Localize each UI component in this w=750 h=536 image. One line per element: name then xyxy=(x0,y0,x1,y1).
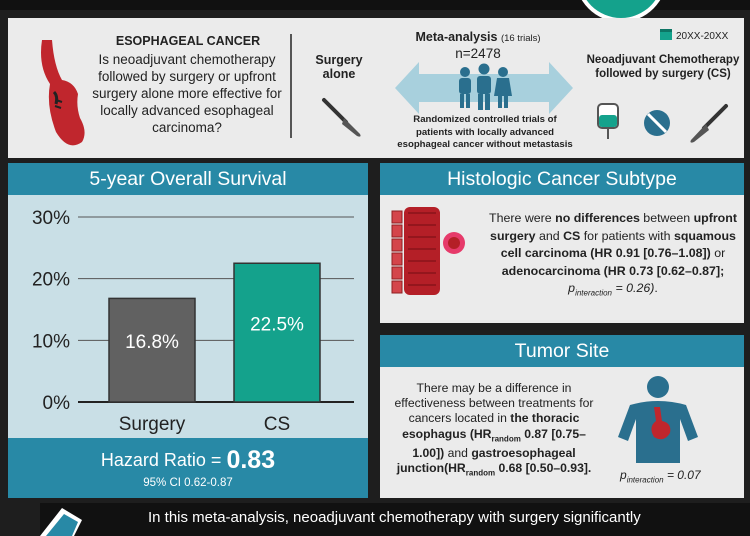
rct-description: Randomized controlled trials of patients… xyxy=(397,114,573,150)
x-tick-label: Surgery xyxy=(119,414,186,435)
stomach-icon xyxy=(41,40,85,146)
x-tick-label: CS xyxy=(264,414,290,435)
survival-bar-chart: 0% 10% 20% 30% 16.8% Surgery 22.5% CS xyxy=(32,208,354,435)
header-divider xyxy=(290,34,292,138)
iv-bag-icon xyxy=(597,103,619,139)
y-tick-label: 10% xyxy=(32,331,70,352)
bar-surgery xyxy=(108,297,196,403)
survival-title: 5-year Overall Survival xyxy=(8,163,368,195)
tumor-site-text: There may be a difference in effectivene… xyxy=(394,381,594,478)
calendar-icon xyxy=(660,29,672,40)
histologic-text: There were no differences between upfron… xyxy=(489,211,737,298)
date-range: 20XX-20XX xyxy=(660,29,746,43)
p-interaction-tumor: pinteraction = 0.07 xyxy=(620,468,701,485)
bar-value-label: 16.8% xyxy=(125,332,179,353)
esophagus-tissue-icon xyxy=(391,207,465,295)
tumor-site-title: Tumor Site xyxy=(380,335,744,367)
double-arrow-people-icon xyxy=(395,62,573,114)
surgery-alone-label: Surgery alone xyxy=(315,53,363,81)
cs-label: Neoadjuvant Chemotherapy followed by sur… xyxy=(586,54,740,80)
y-tick-label: 0% xyxy=(43,393,71,414)
scalpel-icon xyxy=(322,98,361,137)
scalpel-banner-icon xyxy=(40,508,82,536)
histologic-panel: Histologic Cancer Subtype There were no … xyxy=(380,163,744,323)
bar-value-label: 22.5% xyxy=(250,315,304,336)
conclusion-bar xyxy=(40,503,750,536)
top-bar xyxy=(0,0,750,10)
question-title: ESOPHAGEAL CANCER xyxy=(115,34,261,48)
scalpel-icon-right xyxy=(690,104,728,143)
person-stomach-icon xyxy=(618,376,698,463)
bar-cs xyxy=(233,262,321,403)
sample-size: n=2478 xyxy=(455,46,501,61)
y-tick-label: 20% xyxy=(32,270,70,291)
hazard-ratio: Hazard Ratio = 0.83 xyxy=(100,446,276,474)
conclusion-text: In this meta-analysis, neoadjuvant chemo… xyxy=(148,509,641,526)
y-tick-label: 30% xyxy=(32,208,70,229)
pill-icon xyxy=(644,110,670,136)
confidence-interval: 95% CI 0.62-0.87 xyxy=(143,477,233,489)
question-text: Is neoadjuvant chemotherapy followed by … xyxy=(92,52,282,135)
meta-analysis-title: Meta-analysis (16 trials) xyxy=(415,30,541,44)
hazard-ratio-box: Hazard Ratio = 0.83 95% CI 0.62-0.87 xyxy=(8,438,368,498)
header-panel: ESOPHAGEAL CANCER Is neoadjuvant chemoth… xyxy=(8,18,744,158)
tumor-site-panel: Tumor Site There may be a difference in … xyxy=(380,335,744,498)
histologic-title: Histologic Cancer Subtype xyxy=(380,163,744,195)
